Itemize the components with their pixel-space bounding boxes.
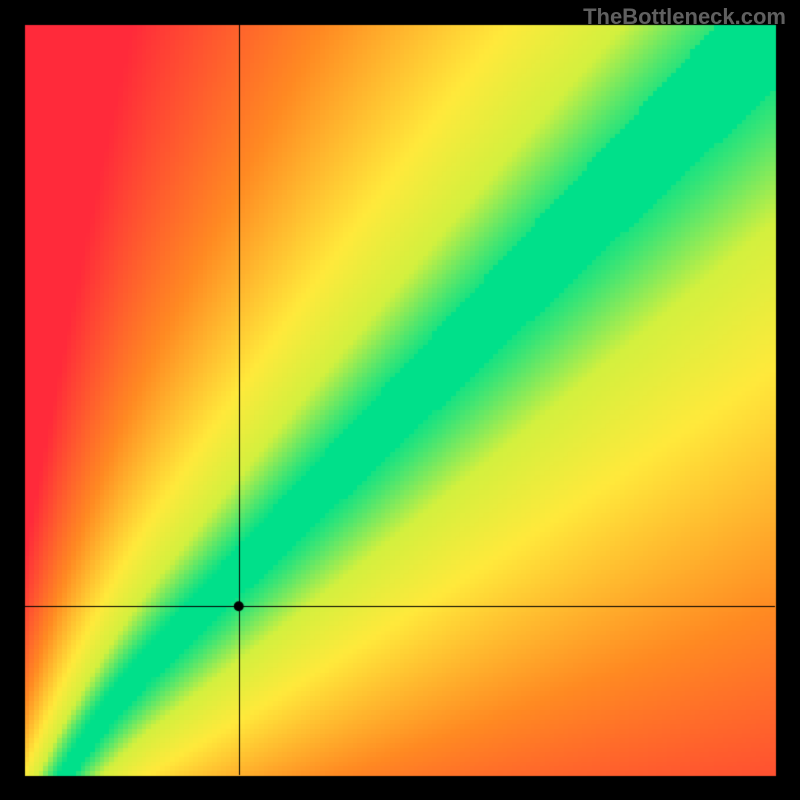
bottleneck-heatmap bbox=[0, 0, 800, 800]
attribution-text: TheBottleneck.com bbox=[583, 4, 786, 30]
figure-container: TheBottleneck.com bbox=[0, 0, 800, 800]
